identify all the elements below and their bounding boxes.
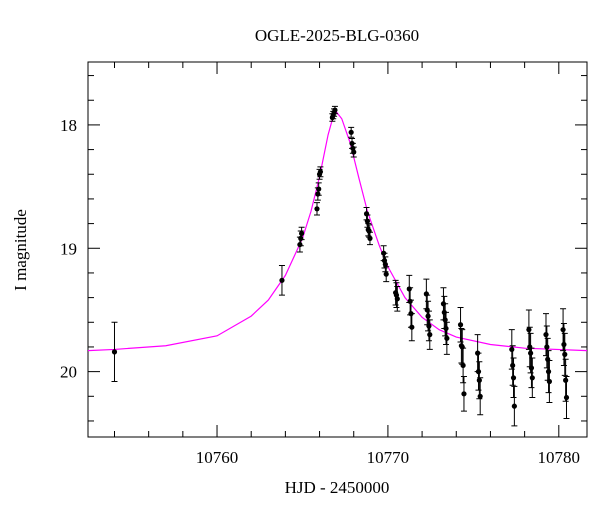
data-point xyxy=(297,241,303,248)
data-point xyxy=(528,350,534,356)
data-point xyxy=(560,327,566,333)
data-point xyxy=(363,211,370,217)
data-point xyxy=(314,206,320,212)
data-point xyxy=(561,341,567,348)
fit-curve xyxy=(88,108,587,352)
data-point xyxy=(545,369,552,375)
data-point xyxy=(364,218,371,224)
data-point xyxy=(546,378,553,385)
data-point xyxy=(476,377,482,383)
data-point xyxy=(316,186,322,192)
data-point xyxy=(528,365,535,371)
data-point xyxy=(111,349,118,355)
data-point xyxy=(426,323,432,329)
y-tick-label: 19 xyxy=(60,239,77,258)
data-point xyxy=(543,332,549,338)
data-point xyxy=(423,291,429,297)
data-point xyxy=(529,375,535,381)
data-point xyxy=(477,393,483,399)
data-point xyxy=(444,335,450,341)
data-point xyxy=(299,230,305,237)
data-point xyxy=(298,235,304,241)
data-point xyxy=(460,362,466,369)
chart-title: OGLE-2025-BLG-0360 xyxy=(255,26,419,45)
data-point xyxy=(510,375,517,381)
data-point xyxy=(427,332,433,338)
data-point xyxy=(382,261,388,267)
x-tick-label: 10760 xyxy=(196,448,239,467)
data-point xyxy=(511,403,517,409)
data-point xyxy=(394,296,400,302)
data-point xyxy=(348,129,354,135)
data-point xyxy=(406,286,412,292)
data-point xyxy=(563,394,570,401)
data-point xyxy=(442,317,448,323)
data-point xyxy=(510,362,516,369)
data-point xyxy=(562,351,568,357)
data-point xyxy=(407,298,413,304)
data-point xyxy=(425,313,431,319)
data-point xyxy=(443,325,449,332)
data-point xyxy=(509,346,515,353)
data-point xyxy=(544,344,550,350)
x-axis-label: HJD - 2450000 xyxy=(285,478,390,497)
data-point xyxy=(366,228,372,234)
data-point xyxy=(457,322,464,328)
data-point xyxy=(317,169,324,175)
x-tick-label: 10780 xyxy=(538,448,581,467)
data-point xyxy=(367,235,373,241)
x-tick-label: 10770 xyxy=(367,448,410,467)
data-point xyxy=(315,191,321,197)
data-point xyxy=(383,271,389,277)
y-tick-label: 18 xyxy=(60,116,77,135)
data-point xyxy=(279,277,285,283)
data-point xyxy=(459,344,465,350)
data-point xyxy=(461,391,467,397)
data-point xyxy=(563,377,569,383)
data-point xyxy=(351,149,357,155)
y-tick-label: 20 xyxy=(60,363,77,382)
data-point xyxy=(475,369,482,375)
data-point xyxy=(409,324,415,330)
data-point xyxy=(526,327,532,333)
plot-frame xyxy=(87,61,588,438)
data-point xyxy=(332,107,338,113)
y-axis-label: I magnitude xyxy=(11,209,30,291)
